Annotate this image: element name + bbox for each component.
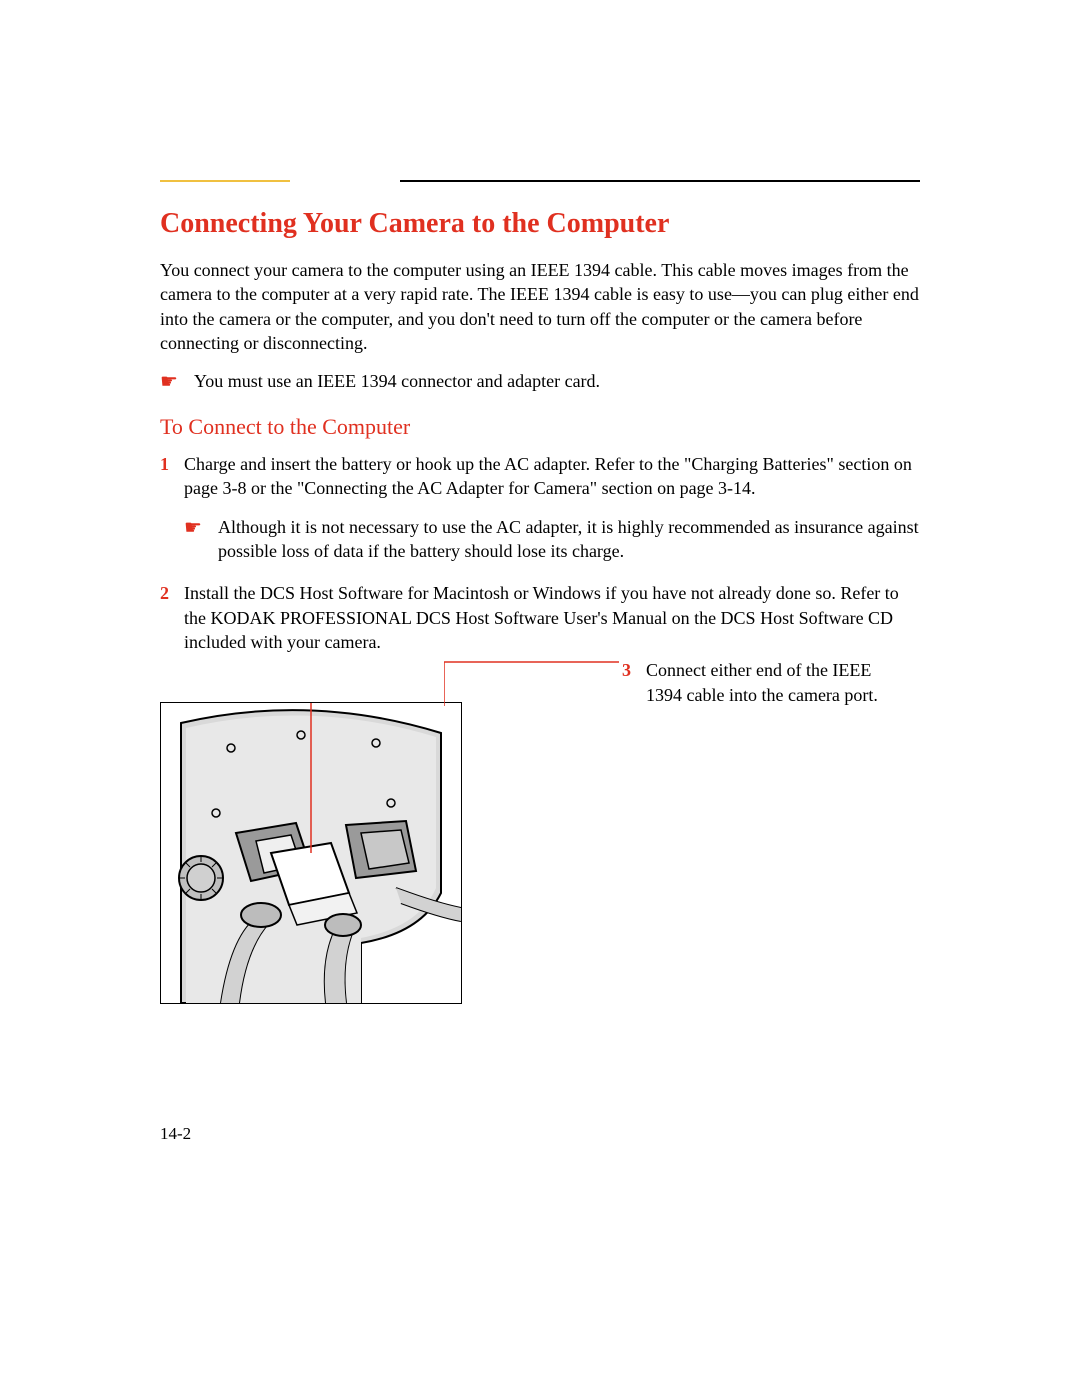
step-3: 3 Connect either end of the IEEE 1394 ca…: [622, 658, 920, 707]
callout-leader: [444, 654, 624, 734]
step-number: 2: [160, 581, 184, 605]
note-row: ☛ You must use an IEEE 1394 connector an…: [160, 369, 920, 396]
step-1: 1 Charge and insert the battery or hook …: [160, 452, 920, 501]
top-rule: [160, 180, 920, 184]
step-number: 3: [622, 658, 646, 682]
step-number: 1: [160, 452, 184, 476]
page-title: Connecting Your Camera to the Computer: [160, 208, 920, 240]
pointer-icon: ☛: [184, 515, 218, 542]
step-text: Install the DCS Host Software for Macint…: [184, 581, 920, 654]
manual-page: Connecting Your Camera to the Computer Y…: [0, 0, 1080, 1204]
figure-row: 3 Connect either end of the IEEE 1394 ca…: [160, 702, 920, 1004]
pointer-icon: ☛: [160, 369, 194, 396]
step-text: Connect either end of the IEEE 1394 cabl…: [646, 658, 896, 707]
page-number: 14-2: [160, 1124, 920, 1144]
step-1-note: ☛ Although it is not necessary to use th…: [184, 515, 920, 564]
camera-port-illustration: [160, 702, 462, 1004]
step-text: Charge and insert the battery or hook up…: [184, 452, 920, 501]
step-2: 2 Install the DCS Host Software for Maci…: [160, 581, 920, 654]
rule-gold-segment: [160, 180, 290, 182]
section-subheading: To Connect to the Computer: [160, 414, 920, 440]
note-text: You must use an IEEE 1394 connector and …: [194, 369, 600, 393]
intro-paragraph: You connect your camera to the computer …: [160, 258, 920, 355]
rule-black-segment: [400, 180, 920, 182]
step-note-text: Although it is not necessary to use the …: [218, 515, 920, 564]
